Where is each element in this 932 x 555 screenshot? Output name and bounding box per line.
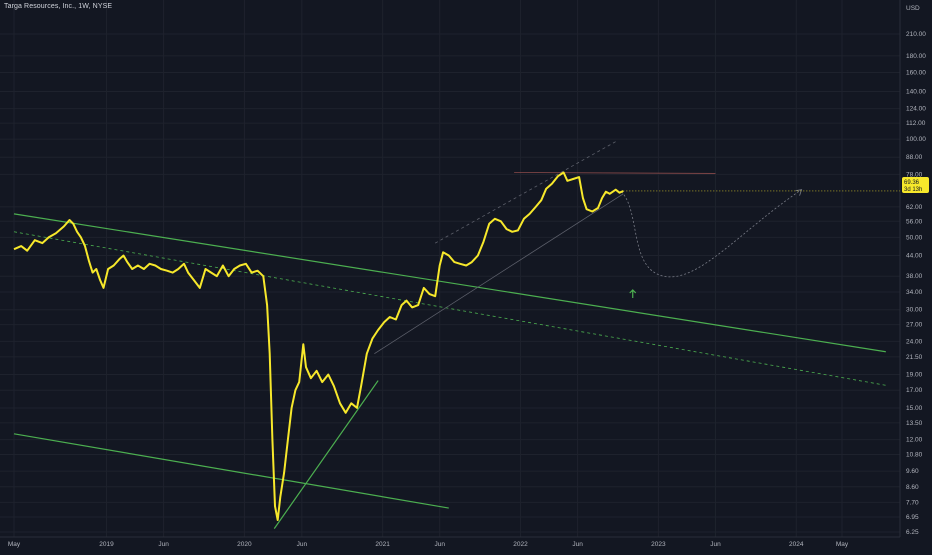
price-tick-label: 8.60 [906,484,919,491]
price-tick-label: 38.00 [906,273,923,280]
last-price-value: 69.36 [904,180,920,186]
price-tick-label: 180.00 [906,53,926,60]
price-tick-label: 210.00 [906,31,926,38]
time-tick-label: 2020 [237,541,252,548]
price-tick-label: 9.60 [906,468,919,475]
time-tick-label: 2021 [375,541,390,548]
trendline [273,380,379,529]
price-tick-label: 6.25 [906,529,919,536]
price-tick-label: 10.80 [906,451,923,458]
price-tick-label: 160.00 [906,70,926,77]
price-series [13,171,900,521]
drawings [13,140,886,529]
time-tick-label: 2023 [651,541,666,548]
price-tick-label: 27.00 [906,322,923,329]
time-tick-label: Jun [710,541,721,548]
trendline [514,172,716,174]
price-tick-label: 15.00 [906,405,923,412]
up-arrow-marker [629,289,637,298]
dashed-trendline [434,140,618,244]
time-tick-label: 2019 [99,541,114,548]
price-line [13,171,624,521]
time-tick-label: May [8,541,21,548]
time-tick-label: 2022 [513,541,528,548]
price-tick-label: 30.00 [906,307,923,314]
price-tick-label: 6.95 [906,514,919,521]
price-tick-label: 12.00 [906,437,923,444]
last-price-tag-bg [902,177,929,193]
trendline [374,193,624,355]
price-tick-label: 24.00 [906,338,923,345]
price-tick-label: 112.00 [906,120,926,127]
projection-arrowhead [795,189,803,196]
time-tick-label: Jun [434,541,445,548]
time-tick-label: Jun [158,541,169,548]
time-tick-label: Jun [572,541,583,548]
symbol-title: Targa Resources, Inc., 1W, NYSE [4,3,113,10]
price-tick-label: 21.50 [906,354,923,361]
price-tick-label: 62.00 [906,204,923,211]
price-tick-label: 44.00 [906,252,923,259]
price-tick-label: 17.00 [906,387,923,394]
price-tick-label: 34.00 [906,289,923,296]
grid [0,0,901,538]
time-tick-label: 2024 [789,541,804,548]
time-tick-label: Jun [297,541,308,548]
trendline [13,213,886,353]
price-tick-label: 124.00 [906,106,926,113]
last-price-tag: 69.36 3d 13h [902,177,929,193]
price-axis-currency: USD [906,5,920,12]
dashed-trendline [13,231,886,386]
time-axis[interactable]: May 2019 Jun 2020 Jun 2021 Jun 2022 Jun 2023 Jun 20… [8,541,849,548]
price-tick-label: 7.70 [906,499,919,506]
projection-path [621,189,802,278]
price-tick-label: 100.00 [906,136,926,143]
price-tick-label: 78.00 [906,171,923,178]
time-tick-label: May [836,541,849,548]
price-tick-label: 56.00 [906,218,923,225]
price-tick-label: 50.00 [906,234,923,241]
last-price-countdown: 3d 13h [904,187,922,193]
price-axis[interactable]: USD 210.00 180.00 160.00 140.00 124.00 112.00… [906,5,926,536]
price-tick-label: 140.00 [906,88,926,95]
price-tick-label: 88.00 [906,154,923,161]
price-tick-label: 13.50 [906,420,923,427]
trendline [13,433,449,509]
price-tick-label: 19.00 [906,371,923,378]
